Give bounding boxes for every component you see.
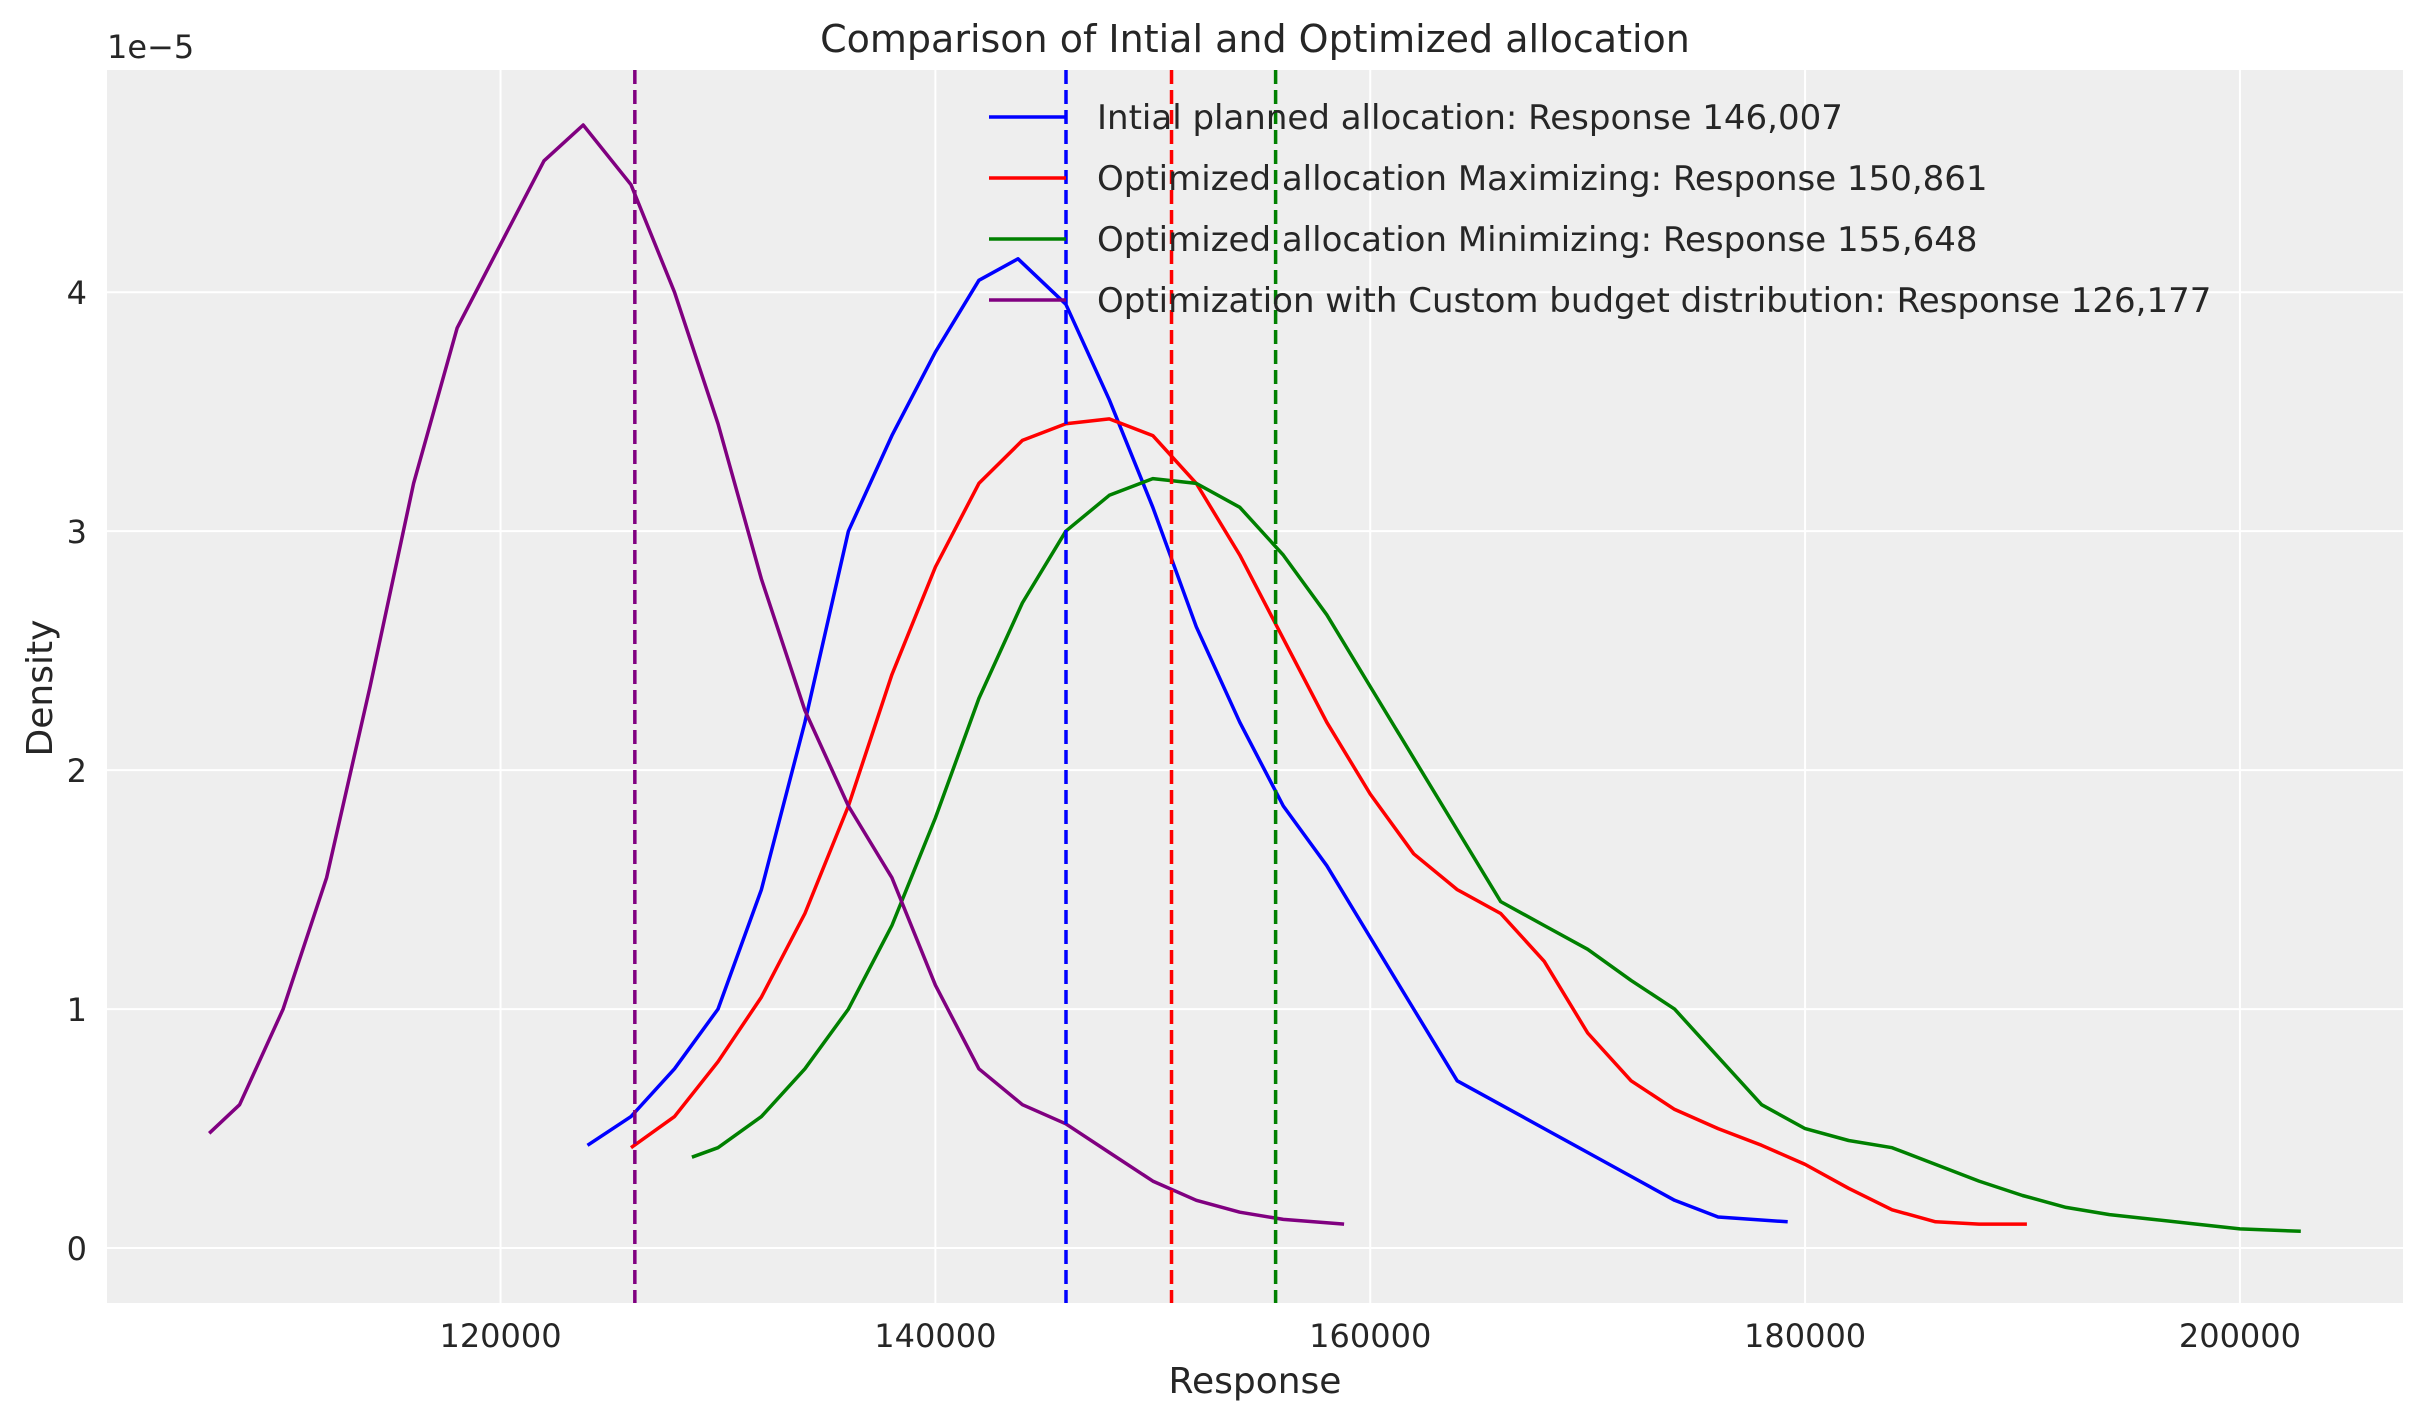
legend-label: Optimized allocation Minimizing: Respons… [1097, 220, 1978, 260]
mean-lines [633, 70, 1278, 1303]
legend: Intial planned allocation: Response 146,… [989, 98, 2211, 321]
legend-label: Optimization with Custom budget distribu… [1097, 281, 2211, 321]
y-offset-label: 1e−5 [107, 28, 194, 66]
plot-background [107, 70, 2403, 1303]
x-tick-label: 140000 [874, 1317, 996, 1355]
density-curve [208, 123, 1345, 1226]
chart-title: Comparison of Intial and Optimized alloc… [820, 17, 1690, 61]
legend-label: Optimized allocation Maximizing: Respons… [1097, 159, 1988, 199]
legend-label: Intial planned allocation: Response 146,… [1097, 98, 1843, 138]
density-curve [691, 476, 2301, 1234]
x-tick-label: 120000 [439, 1317, 561, 1355]
x-tick-label: 200000 [2179, 1317, 2301, 1355]
y-tick-label: 3 [67, 513, 87, 551]
x-axis-label: Response [1169, 1361, 1342, 1402]
y-tick-label: 0 [67, 1230, 87, 1268]
y-tick-label: 2 [67, 752, 87, 790]
density-curve [586, 257, 1788, 1224]
density-curve [629, 417, 2027, 1226]
y-ticks: 0 1 2 3 4 [67, 274, 87, 1268]
curves [208, 123, 2301, 1234]
x-tick-label: 160000 [1309, 1317, 1431, 1355]
y-tick-label: 1 [67, 991, 87, 1029]
y-tick-label: 4 [67, 274, 87, 312]
y-axis-label: Density [20, 620, 61, 757]
x-tick-label: 180000 [1744, 1317, 1866, 1355]
x-ticks: 120000 140000 160000 180000 200000 [439, 1317, 2301, 1355]
